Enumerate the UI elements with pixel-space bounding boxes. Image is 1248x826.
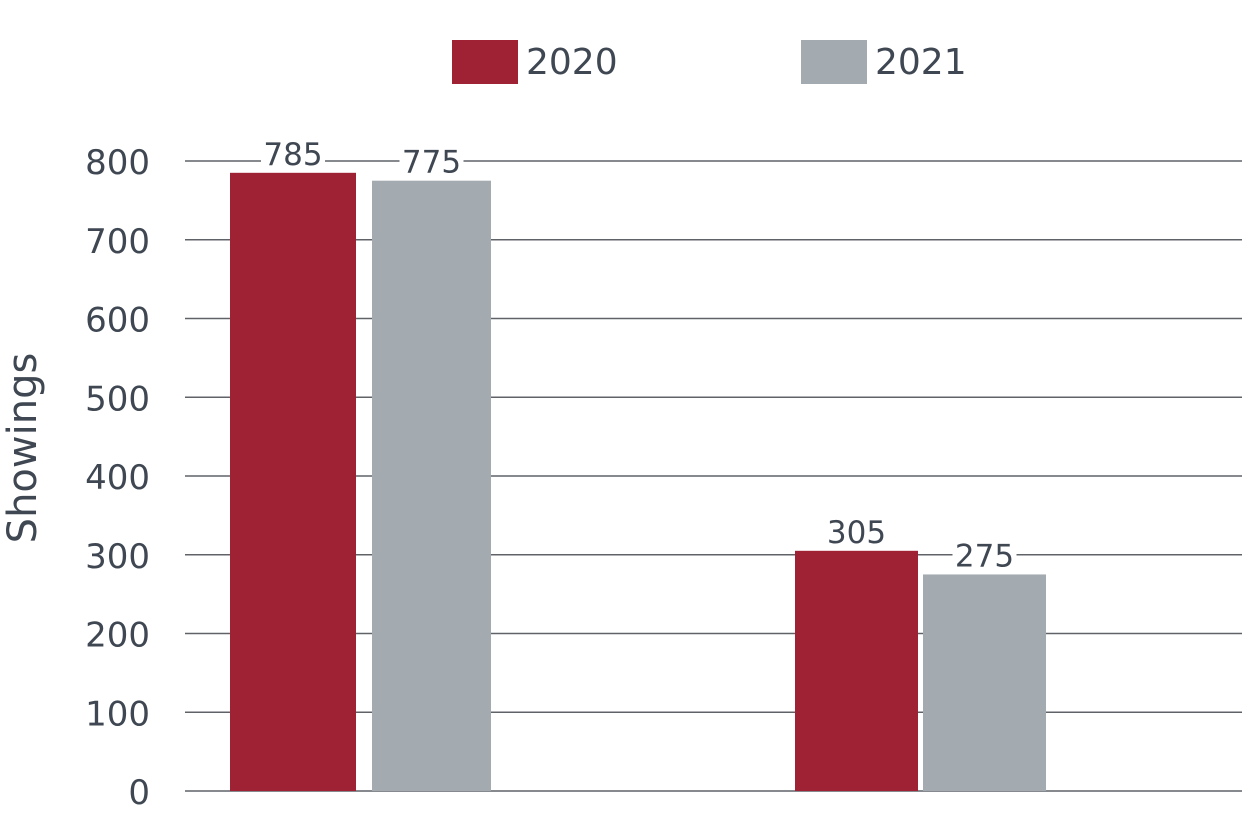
y-tick-label-400: 400 bbox=[85, 458, 150, 498]
data-label-2020-2: 305 bbox=[827, 515, 886, 551]
bars bbox=[230, 172, 1046, 791]
y-tick-label-0: 0 bbox=[128, 773, 150, 813]
data-label-bg-2020-1 bbox=[261, 137, 325, 170]
legend-label-2020: 2020 bbox=[526, 42, 618, 83]
bar-2020-2 bbox=[795, 550, 918, 791]
data-labels: 785 305 775 275 bbox=[261, 137, 1017, 574]
legend: 2020 2021 bbox=[452, 40, 967, 84]
y-tick-label-600: 600 bbox=[85, 301, 150, 341]
y-tick-label-300: 300 bbox=[85, 537, 150, 577]
bar-2021-2 bbox=[923, 574, 1046, 791]
y-axis-ticks: 0 100 200 300 400 500 600 700 800 bbox=[85, 143, 150, 813]
y-tick-label-700: 700 bbox=[85, 222, 150, 262]
data-label-2020-1: 785 bbox=[263, 137, 322, 173]
y-axis-label: Showings bbox=[0, 353, 46, 544]
legend-label-2021: 2021 bbox=[875, 42, 967, 83]
legend-swatch-2021 bbox=[801, 40, 867, 84]
data-label-2021-2: 275 bbox=[955, 538, 1014, 574]
legend-swatch-2020 bbox=[452, 40, 518, 84]
data-label-2021-1: 775 bbox=[402, 145, 461, 181]
y-tick-label-100: 100 bbox=[85, 694, 150, 734]
y-tick-label-200: 200 bbox=[85, 616, 150, 656]
gridlines bbox=[185, 160, 1242, 792]
data-label-bg-2021-1 bbox=[399, 145, 464, 178]
bar-2021-1 bbox=[372, 180, 491, 791]
data-label-bg-2021-2 bbox=[952, 539, 1017, 572]
y-tick-label-800: 800 bbox=[85, 143, 150, 183]
data-label-bg-2020-2 bbox=[824, 515, 889, 548]
bar-2020-1 bbox=[230, 172, 356, 791]
y-tick-label-500: 500 bbox=[85, 379, 150, 419]
